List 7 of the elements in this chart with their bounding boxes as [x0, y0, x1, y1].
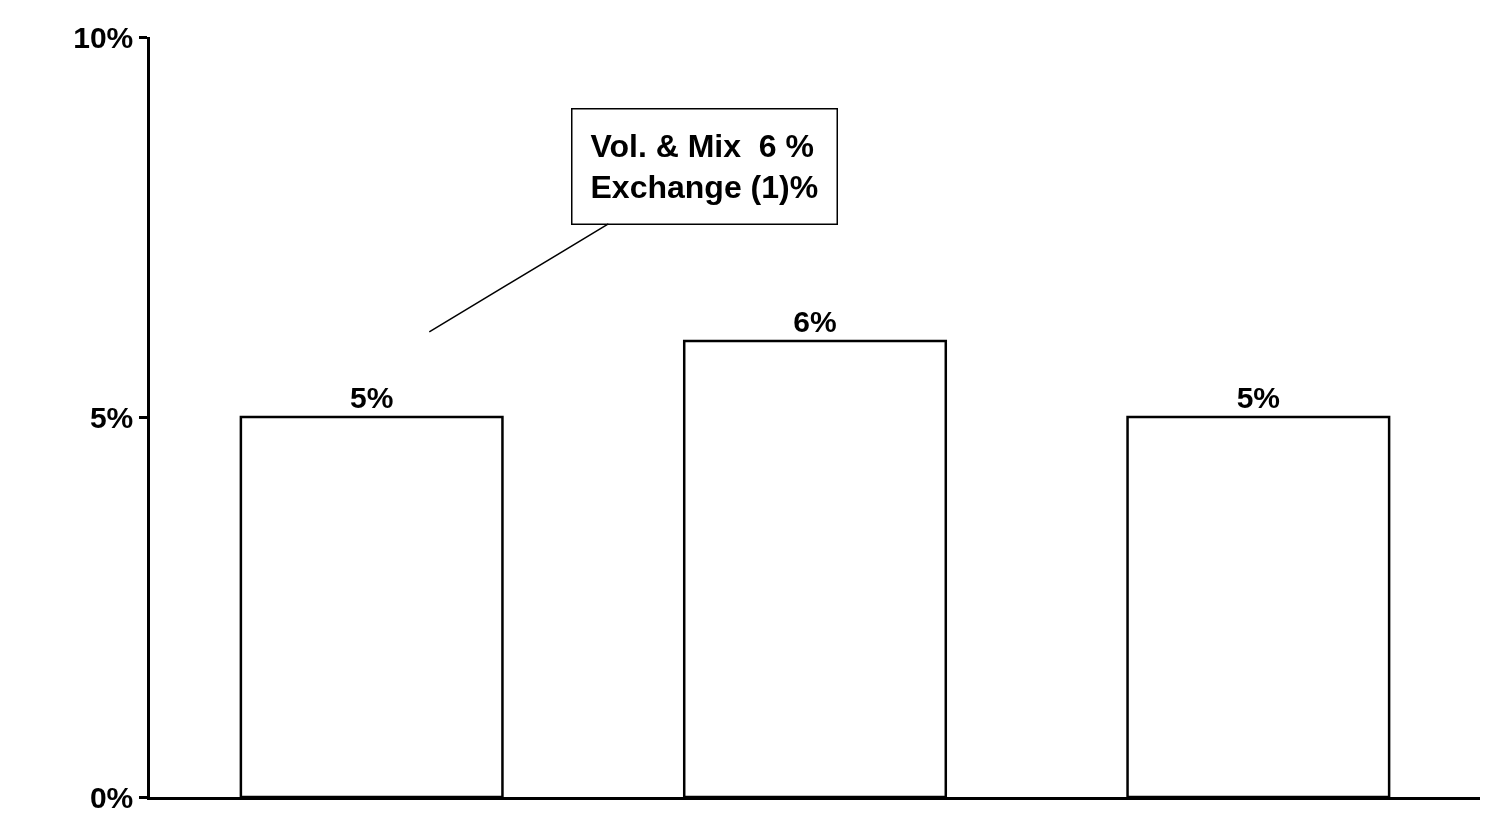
data-label: 5% — [349, 381, 394, 414]
data-label: 6% — [793, 305, 837, 338]
y-tick-label: 10% — [73, 20, 134, 54]
annotation: Vol. & Mix 6 % Exchange (1)% — [590, 127, 819, 206]
data-label: 5% — [1236, 381, 1281, 414]
y-tick-label: 0% — [89, 780, 134, 814]
y-tick-label: 5% — [89, 400, 134, 434]
